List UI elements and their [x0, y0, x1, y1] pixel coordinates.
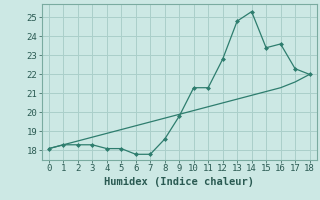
X-axis label: Humidex (Indice chaleur): Humidex (Indice chaleur)	[104, 177, 254, 187]
